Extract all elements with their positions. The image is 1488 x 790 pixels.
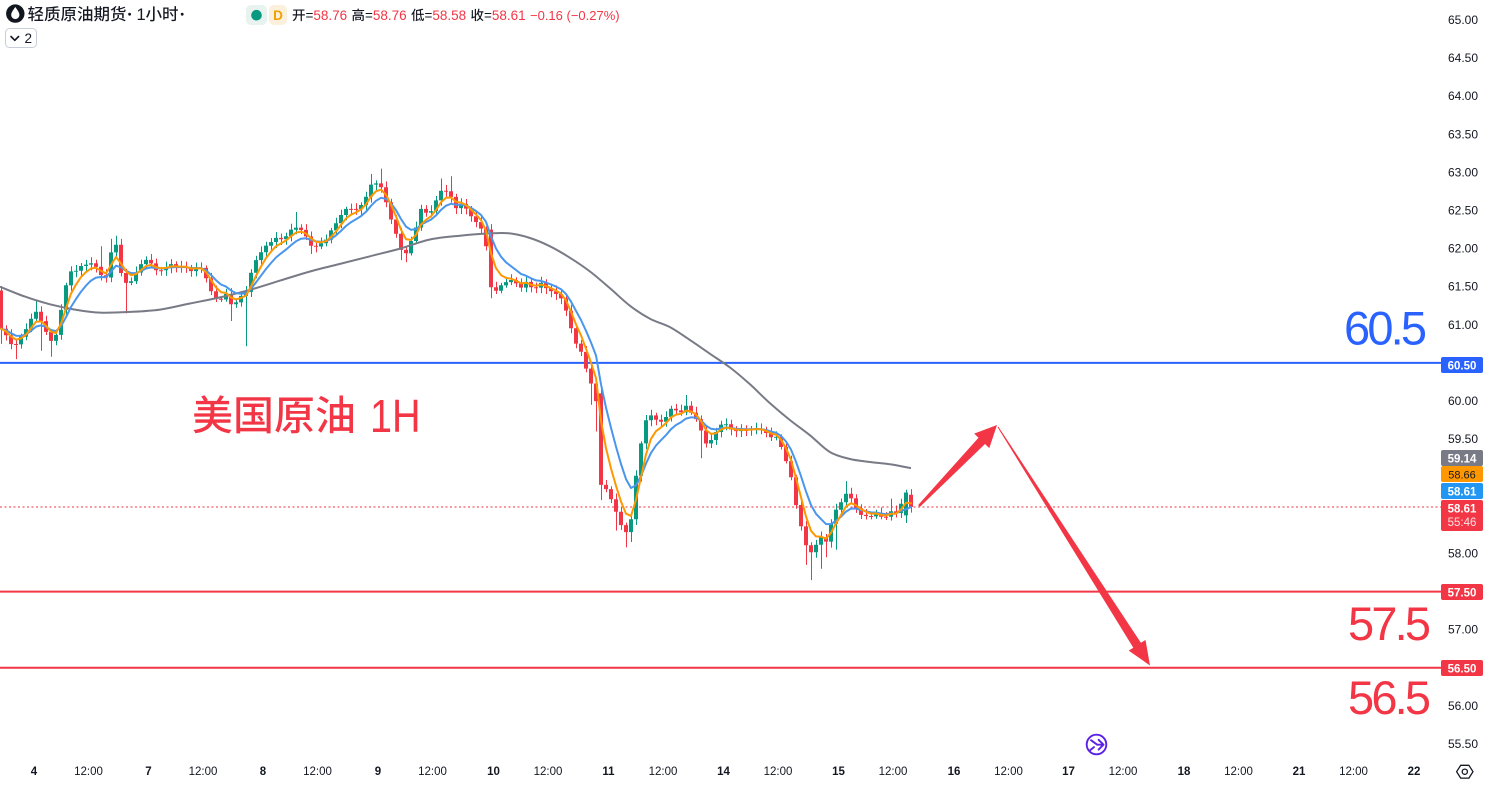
svg-text:12:00: 12:00	[1339, 766, 1368, 778]
svg-text:59.14: 59.14	[1448, 454, 1477, 466]
svg-text:65.00: 65.00	[1448, 13, 1478, 27]
svg-text:59.50: 59.50	[1448, 432, 1478, 446]
svg-text:55.50: 55.50	[1448, 737, 1478, 751]
svg-text:57.50: 57.50	[1448, 588, 1477, 600]
svg-text:15: 15	[832, 766, 845, 778]
svg-text:58.61: 58.61	[1448, 487, 1477, 499]
svg-text:=58.76: =58.76	[306, 8, 348, 23]
svg-text:=58.76: =58.76	[365, 8, 407, 23]
svg-text:62.00: 62.00	[1448, 242, 1478, 256]
svg-text:21: 21	[1293, 766, 1306, 778]
svg-text:=58.58: =58.58	[425, 8, 467, 23]
svg-text:10: 10	[487, 766, 500, 778]
svg-text:12:00: 12:00	[1109, 766, 1138, 778]
svg-text:58.61: 58.61	[1448, 504, 1477, 516]
svg-text:64.00: 64.00	[1448, 89, 1478, 103]
svg-text:12:00: 12:00	[879, 766, 908, 778]
svg-text:4: 4	[31, 766, 38, 778]
svg-text:58.00: 58.00	[1448, 547, 1478, 561]
svg-text:1H: 1H	[370, 391, 421, 442]
svg-text:60.00: 60.00	[1448, 394, 1478, 408]
svg-text:12:00: 12:00	[534, 766, 563, 778]
svg-text:61.00: 61.00	[1448, 318, 1478, 332]
svg-text:D: D	[273, 8, 283, 23]
svg-text:12:00: 12:00	[74, 766, 103, 778]
svg-text:=58.61: =58.61	[484, 8, 526, 23]
svg-text:12:00: 12:00	[994, 766, 1023, 778]
svg-text:11: 11	[602, 766, 615, 778]
svg-text:56.00: 56.00	[1448, 699, 1478, 713]
svg-text:63.50: 63.50	[1448, 127, 1478, 141]
svg-text:9: 9	[375, 766, 381, 778]
svg-text:12:00: 12:00	[649, 766, 678, 778]
svg-text:12:00: 12:00	[189, 766, 218, 778]
svg-text:12:00: 12:00	[303, 766, 332, 778]
svg-text:16: 16	[948, 766, 961, 778]
svg-text:12:00: 12:00	[1224, 766, 1253, 778]
svg-text:18: 18	[1178, 766, 1191, 778]
svg-text:58.66: 58.66	[1448, 470, 1476, 482]
svg-text:61.50: 61.50	[1448, 280, 1478, 294]
svg-text:−0.16 (−0.27%): −0.16 (−0.27%)	[530, 8, 620, 23]
svg-text:63.00: 63.00	[1448, 165, 1478, 179]
svg-text:2: 2	[25, 31, 33, 46]
svg-text:1: 1	[137, 6, 146, 24]
svg-text:60.5: 60.5	[1344, 302, 1426, 355]
svg-text:14: 14	[717, 766, 730, 778]
svg-text:62.50: 62.50	[1448, 204, 1478, 218]
svg-text:57.00: 57.00	[1448, 623, 1478, 637]
svg-text:8: 8	[260, 766, 267, 778]
svg-text:64.50: 64.50	[1448, 51, 1478, 65]
svg-text:12:00: 12:00	[418, 766, 447, 778]
svg-text:17: 17	[1062, 766, 1075, 778]
svg-text:55:46: 55:46	[1448, 517, 1477, 529]
svg-text:57.5: 57.5	[1348, 597, 1430, 650]
svg-text:7: 7	[145, 766, 151, 778]
svg-text:60.50: 60.50	[1448, 361, 1477, 373]
svg-text:56.50: 56.50	[1448, 664, 1477, 676]
svg-text:56.5: 56.5	[1348, 671, 1430, 724]
svg-text:12:00: 12:00	[764, 766, 793, 778]
svg-text:22: 22	[1408, 766, 1421, 778]
